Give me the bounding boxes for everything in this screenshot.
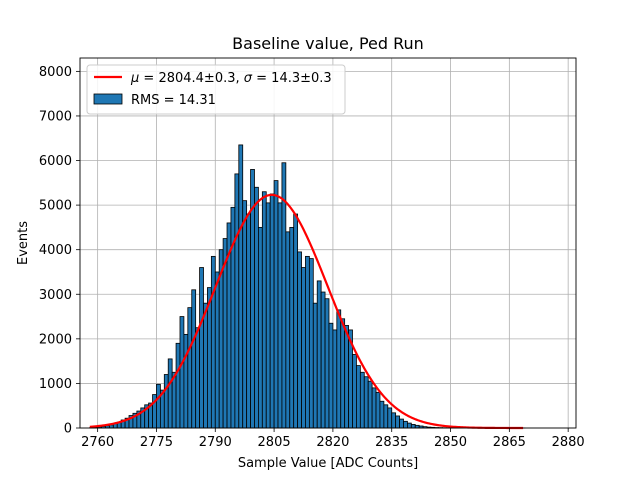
y-axis-ticks: 0 1000 2000 3000 4000 5000 6000 7000 8000 [39, 65, 80, 437]
x-axis-ticks: 2760 2775 2790 2805 2820 2835 2850 2865 2880 [81, 428, 585, 450]
histogram-bar [391, 412, 397, 429]
histogram-bar [195, 327, 200, 429]
histogram-bar [399, 418, 404, 429]
x-tick-label: 2790 [199, 435, 232, 450]
y-tick-label: 3000 [39, 288, 72, 303]
y-tick-label: 6000 [39, 154, 72, 169]
histogram-bar [285, 231, 291, 429]
x-tick-label: 2835 [375, 435, 408, 450]
histogram-bar [340, 318, 346, 429]
y-tick-label: 7000 [39, 109, 72, 124]
y-tick-label: 0 [64, 422, 72, 437]
y-tick-label: 8000 [39, 65, 72, 80]
histogram-bar [277, 202, 283, 429]
histogram-bar [387, 407, 393, 429]
histogram-bar [238, 144, 244, 429]
histogram-bars [89, 144, 526, 429]
x-axis-label: Sample Value [ADC Counts] [238, 456, 418, 471]
histogram-bar [210, 255, 216, 429]
x-tick-label: 2820 [316, 435, 349, 450]
histogram-bar [375, 391, 381, 429]
histogram-bar [297, 251, 302, 429]
histogram-bar [316, 280, 322, 429]
histogram-bar [156, 383, 161, 429]
y-tick-label: 2000 [39, 332, 72, 347]
histogram-bar [308, 258, 314, 429]
histogram-bar [312, 302, 318, 429]
histogram-bar [410, 424, 416, 429]
histogram-bar [352, 354, 357, 429]
histogram-bar [293, 213, 299, 429]
histogram-bar [371, 387, 377, 429]
legend-sigma-value: = 14.3±0.3 [252, 71, 332, 86]
histogram-bar [175, 342, 181, 429]
x-tick-label: 2880 [552, 435, 585, 450]
y-axis-label: Events [16, 221, 31, 265]
legend-mu-symbol: μ [130, 71, 139, 86]
histogram-bar [359, 371, 365, 429]
histogram-bar [261, 191, 267, 429]
histogram-bar [324, 298, 330, 429]
legend-mu-value: = 2804.4±0.3, [139, 71, 243, 86]
gaussian-fit-curve [89, 193, 524, 430]
histogram-bar [163, 374, 169, 429]
histogram-bar [246, 213, 251, 429]
y-tick-label: 1000 [39, 377, 72, 392]
histogram-bar [328, 322, 334, 429]
histogram-bar [199, 267, 204, 429]
histogram-bar [395, 415, 400, 429]
histogram-bar [234, 173, 240, 429]
legend-fit-label: μ = 2804.4±0.3, σ = 14.3±0.3 [130, 71, 332, 86]
legend-box [86, 64, 346, 115]
x-tick-label: 2775 [140, 435, 173, 450]
histogram-bar [289, 226, 295, 429]
histogram-bar [242, 200, 248, 429]
histogram-bar [363, 376, 369, 429]
plot-frame [79, 57, 577, 429]
histogram-bar [203, 302, 208, 429]
histogram-bar [258, 226, 263, 429]
histogram-bar [187, 307, 193, 429]
x-tick-label: 2865 [493, 435, 526, 450]
histogram-bar [336, 309, 342, 429]
histogram-bar [305, 255, 310, 429]
histogram-bar [301, 267, 306, 429]
x-tick-label: 2805 [258, 435, 291, 450]
histogram-bar [167, 358, 173, 429]
histogram-bar [356, 365, 361, 429]
histogram-bar [191, 289, 197, 429]
x-tick-label: 2760 [81, 435, 114, 450]
histogram-bar [332, 329, 338, 429]
histogram-bar [379, 400, 385, 429]
y-tick-label: 5000 [39, 199, 72, 214]
legend-hist-swatch [93, 93, 123, 105]
x-tick-label: 2850 [434, 435, 467, 450]
histogram-bar [406, 422, 412, 429]
histogram-bar [367, 380, 373, 429]
histogram-bar [214, 271, 220, 429]
legend-sigma-symbol: σ [244, 71, 253, 86]
histogram-bar [254, 186, 259, 429]
histogram-bar [320, 291, 326, 429]
histogram-bar [383, 404, 389, 429]
histogram-bar [269, 193, 275, 429]
histogram-bar [179, 316, 185, 429]
histogram-bar [344, 325, 349, 429]
legend: μ = 2804.4±0.3, σ = 14.3±0.3 RMS = 14.31 [86, 64, 346, 115]
legend-hist-label: RMS = 14.31 [131, 93, 216, 108]
histogram-bar [265, 202, 271, 429]
chart-title: Baseline value, Ped Run [232, 34, 424, 53]
histogram-bar [273, 180, 279, 429]
y-tick-label: 4000 [39, 243, 72, 258]
histogram-bar [403, 420, 408, 429]
histogram-bar [183, 333, 189, 429]
